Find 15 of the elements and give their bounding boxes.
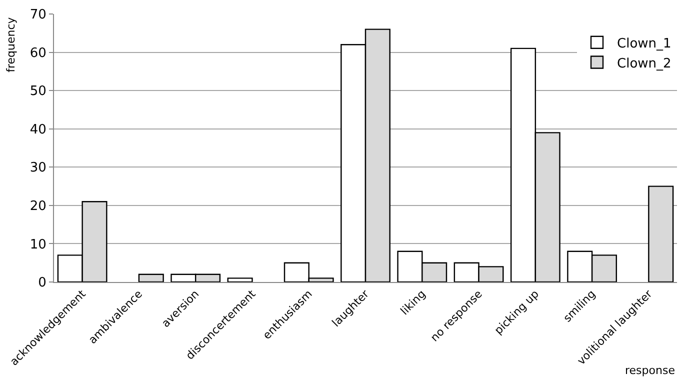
y-tick-label: 50 — [30, 84, 46, 100]
y-tick-label: 20 — [30, 198, 46, 214]
y-tick-label: 40 — [30, 122, 46, 138]
y-tick-label: 60 — [30, 46, 46, 61]
x-axis-title: response — [625, 364, 676, 377]
legend-label: Clown_2 — [617, 56, 672, 72]
y-tick-label: 0 — [38, 276, 46, 291]
y-tick-label: 70 — [30, 8, 46, 23]
bar — [227, 278, 253, 282]
y-tick-label: 10 — [30, 237, 46, 252]
y-axis-title: frequency — [4, 16, 18, 72]
y-tick-label: 30 — [30, 160, 46, 176]
legend-label: Clown_1 — [617, 36, 672, 52]
bar — [138, 274, 164, 282]
bar — [648, 186, 674, 282]
